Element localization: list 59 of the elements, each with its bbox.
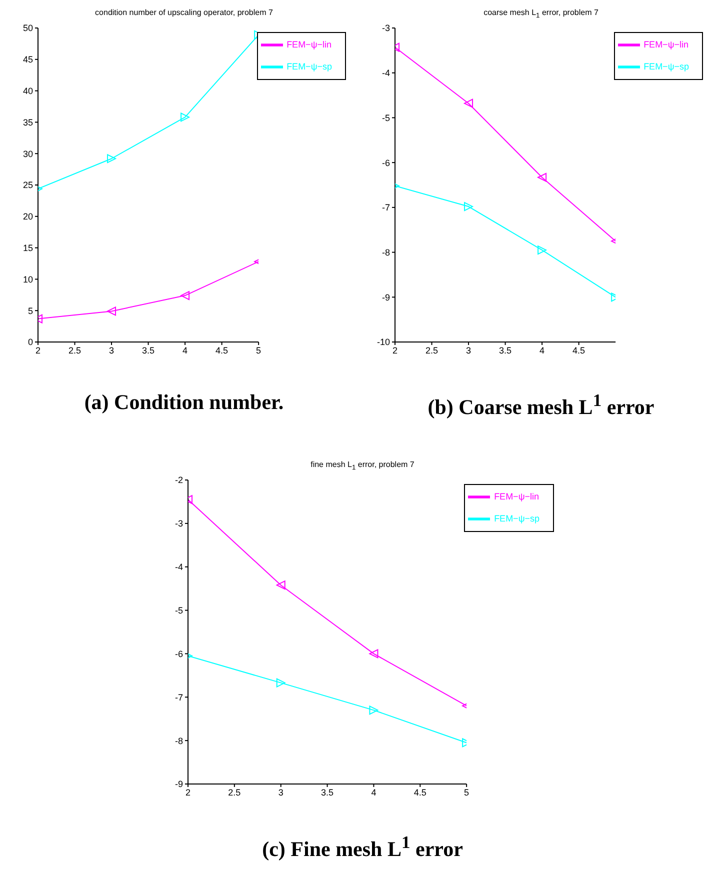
x-tick-label: 3 [278, 787, 283, 798]
y-tick-label: -5 [382, 112, 390, 123]
x-tick-label: 4 [370, 787, 376, 798]
x-tick-label: 2 [184, 787, 190, 798]
y-tick-label: 10 [22, 274, 33, 284]
y-tick-label: 0 [28, 337, 33, 348]
x-tick-label: 4.5 [413, 787, 426, 798]
y-tick-label: 40 [22, 86, 33, 96]
y-tick-label: 45 [22, 54, 33, 65]
legend-label: FEM−ψ−lin [286, 39, 332, 50]
y-tick-label: -7 [382, 202, 390, 213]
legend-label: FEM−ψ−sp [494, 513, 540, 524]
legend-label: FEM−ψ−lin [494, 491, 539, 502]
legend-label: FEM−ψ−sp [286, 61, 332, 72]
y-tick-label: 30 [22, 148, 33, 159]
x-tick-label: 5 [464, 787, 469, 798]
y-tick-label: -4 [174, 562, 182, 572]
x-tick-label: 3.5 [142, 345, 155, 356]
y-tick-label: 50 [22, 23, 33, 34]
y-tick-label: -8 [382, 247, 390, 258]
legend-label: FEM−ψ−sp [644, 61, 689, 72]
x-tick-label: 4.5 [572, 345, 586, 356]
x-tick-label: 2.5 [426, 345, 438, 356]
text: (b) Coarse mesh L$^{1}$ error [426, 390, 656, 420]
y-tick-label: -4 [382, 68, 390, 78]
x-tick-label: 2 [392, 345, 398, 356]
legend-label: FEM−ψ−lin [644, 39, 688, 50]
x-tick-label: 3 [466, 345, 472, 356]
y-tick-label: 20 [22, 212, 33, 222]
text: (c) Fine mesh L$^{1}$ error [261, 832, 464, 862]
y-tick-label: -9 [382, 292, 390, 302]
x-tick-label: 5 [256, 345, 262, 356]
x-tick-label: 4 [182, 345, 188, 356]
x-tick-label: 3.5 [499, 345, 512, 356]
y-tick-label: 15 [22, 242, 33, 253]
y-tick-label: -9 [174, 779, 182, 790]
chart-title: condition number of upscaling operator, problem 7 [94, 8, 274, 19]
y-tick-label: -5 [174, 605, 182, 616]
text: (a) Condition number. [83, 390, 285, 415]
chart-title: coarse mesh L$_{1}$ error, problem 7 [482, 8, 600, 22]
y-tick-label: 35 [22, 117, 33, 128]
x-tick-label: 4.5 [216, 345, 228, 356]
y-tick-label: 25 [22, 180, 33, 190]
y-tick-label: -10 [376, 337, 390, 348]
x-tick-label: 3.5 [320, 787, 334, 798]
y-tick-label: -3 [174, 518, 182, 529]
y-tick-label: 5 [28, 306, 33, 316]
y-tick-label: -6 [382, 158, 390, 168]
y-tick-label: -3 [382, 23, 390, 34]
chart-title: fine mesh L$_{1}$ error, problem 7 [310, 460, 416, 474]
x-tick-label: 2 [35, 345, 41, 356]
x-tick-label: 2.5 [228, 787, 240, 798]
y-tick-label: -8 [174, 736, 182, 746]
x-tick-label: 2.5 [68, 345, 82, 356]
y-tick-label: -6 [174, 648, 182, 659]
x-tick-label: 3 [109, 345, 114, 356]
x-tick-label: 4 [540, 345, 545, 356]
y-tick-label: -7 [174, 692, 182, 702]
y-tick-label: -2 [174, 475, 182, 486]
